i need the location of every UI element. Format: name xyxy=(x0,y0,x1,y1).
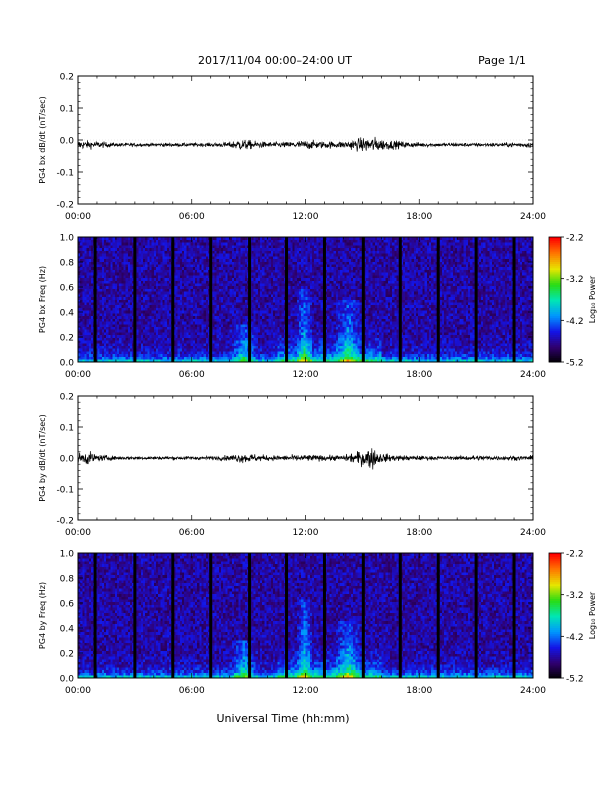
data-gap-12 xyxy=(513,237,516,362)
data-gap-7 xyxy=(323,553,326,678)
x-tick-label: 24:00 xyxy=(520,686,546,696)
colorbar-tick-label: -3.2 xyxy=(566,591,584,601)
y-tick-label: -0.1 xyxy=(56,486,74,496)
data-gap-9 xyxy=(399,553,402,678)
data-gap-8 xyxy=(362,553,365,678)
x-tick-label: 12:00 xyxy=(293,686,319,696)
x-tick-label: 00:00 xyxy=(65,212,91,222)
colorbar-tick-label: -2.2 xyxy=(566,234,584,244)
y-tick-label: -0.1 xyxy=(56,169,74,179)
y-tick-label: 0.8 xyxy=(60,259,75,269)
x-tick-label: 12:00 xyxy=(293,370,319,380)
data-gap-6 xyxy=(285,553,288,678)
y-tick-label: 0.0 xyxy=(60,359,75,369)
data-gap-12 xyxy=(513,553,516,678)
series-line xyxy=(78,137,533,152)
x-tick-label: 06:00 xyxy=(179,528,205,538)
data-gap-5 xyxy=(248,237,251,362)
data-gap-10 xyxy=(437,237,440,362)
panel-3: 0.2 0.1 0.0 -0.1 -0.200:00 06:00 12:00 18:00 24:… xyxy=(38,393,546,539)
y-tick-label: 0.6 xyxy=(60,600,75,610)
y-tick-label: 0.1 xyxy=(60,424,74,434)
y-axis-label: PG4 bx dB/dt (nT/sec) xyxy=(38,96,47,183)
colorbar-tick-label: -5.2 xyxy=(566,359,584,369)
y-tick-label: 0.8 xyxy=(60,575,75,585)
y-tick-label: 1.0 xyxy=(60,234,75,244)
colorbar-tick-label: -3.2 xyxy=(566,275,584,285)
y-axis-label: PG4 by Freq (Hz) xyxy=(38,582,47,649)
y-tick-label: 0.6 xyxy=(60,284,75,294)
data-gap-2 xyxy=(133,237,136,362)
colorbar-tick-label: -2.2 xyxy=(566,550,584,560)
y-tick-label: 1.0 xyxy=(60,550,75,560)
panels: 0.20.10.0-0.1-0.200:00 06:00 12:00 18:00 24:… xyxy=(38,73,597,697)
series-line xyxy=(78,448,533,469)
plot-frame xyxy=(78,76,533,204)
colorbar-title: Log₁₀ Power xyxy=(588,591,597,639)
colorbar-tick-label: -4.2 xyxy=(566,317,584,327)
y-tick-label: 0.2 xyxy=(60,73,74,83)
y-axis-label: PG4 by dB/dt (nT/sec) xyxy=(38,414,47,501)
x-tick-label: 18:00 xyxy=(406,370,432,380)
x-tick-label: 00:00 xyxy=(65,686,91,696)
x-tick-label: 24:00 xyxy=(520,528,546,538)
x-tick-label: 06:00 xyxy=(179,686,205,696)
x-tick-label: 06:00 xyxy=(179,370,205,380)
page-indicator: Page 1/1 xyxy=(478,54,526,67)
data-gap-9 xyxy=(399,237,402,362)
y-tick-label: 0.4 xyxy=(60,309,75,319)
x-tick-label: 18:00 xyxy=(406,686,432,696)
colorbar-tick-label: -5.2 xyxy=(566,675,584,685)
y-tick-label: 0.2 xyxy=(60,393,74,403)
data-gap-5 xyxy=(248,553,251,678)
data-gap-2 xyxy=(133,553,136,678)
colorbar-title: Log₁₀ Power xyxy=(588,275,597,323)
x-tick-label: 12:00 xyxy=(293,212,319,222)
y-tick-label: 0.1 xyxy=(60,105,74,115)
data-gap-4 xyxy=(209,237,212,362)
colorbar-4: -2.2 -3.2 -4.2 -5.2 Log₁₀ Power xyxy=(549,550,597,685)
spectrogram-cells xyxy=(78,237,533,362)
data-gap-8 xyxy=(362,237,365,362)
figure-title: 2017/11/04 00:00–24:00 UT xyxy=(198,54,352,67)
y-tick-label: 0.0 xyxy=(60,675,75,685)
x-tick-label: 18:00 xyxy=(406,212,432,222)
y-tick-label: 0.0 xyxy=(60,455,75,465)
data-gap-1 xyxy=(94,237,97,362)
y-tick-label: 0.2 xyxy=(60,334,74,344)
data-gap-4 xyxy=(209,553,212,678)
x-tick-label: 00:00 xyxy=(65,528,91,538)
x-tick-label: 18:00 xyxy=(406,528,432,538)
data-gap-3 xyxy=(171,237,174,362)
colorbar-2: -2.2 -3.2 -4.2 -5.2 Log₁₀ Power xyxy=(549,234,597,369)
y-tick-label: 0.2 xyxy=(60,650,74,660)
y-axis-label: PG4 bx Freq (Hz) xyxy=(38,266,47,333)
y-tick-label: 0.0 xyxy=(60,137,75,147)
x-tick-label: 24:00 xyxy=(520,370,546,380)
data-gap-1 xyxy=(94,553,97,678)
spectrogram-cells xyxy=(78,553,533,678)
data-gap-7 xyxy=(323,237,326,362)
x-tick-label: 00:00 xyxy=(65,370,91,380)
y-tick-label: -0.2 xyxy=(56,517,74,527)
panel-1: 0.2 0.1 0.0 -0.1 -0.200:00 06:00 12:00 18:00 24:… xyxy=(38,73,546,223)
y-tick-label: 0.4 xyxy=(60,625,75,635)
x-tick-label: 24:00 xyxy=(520,212,546,222)
y-tick-label: -0.2 xyxy=(56,201,74,211)
data-gap-11 xyxy=(475,237,478,362)
x-axis-label: Universal Time (hh:mm) xyxy=(217,712,350,725)
data-gap-3 xyxy=(171,553,174,678)
panel-4: -2.2 -3.2 -4.2 -5.2 Log₁₀ Power 1.0 0.8 0.6 0.4 0… xyxy=(38,550,597,697)
colorbar-tick-label: -4.2 xyxy=(566,633,584,643)
panel-2: -2.2 -3.2 -4.2 -5.2 Log₁₀ Power 1.0 0.8 0.6 0.4 0… xyxy=(38,234,597,381)
data-gap-11 xyxy=(475,553,478,678)
x-tick-label: 06:00 xyxy=(179,212,205,222)
data-gap-6 xyxy=(285,237,288,362)
x-tick-label: 12:00 xyxy=(293,528,319,538)
data-gap-10 xyxy=(437,553,440,678)
